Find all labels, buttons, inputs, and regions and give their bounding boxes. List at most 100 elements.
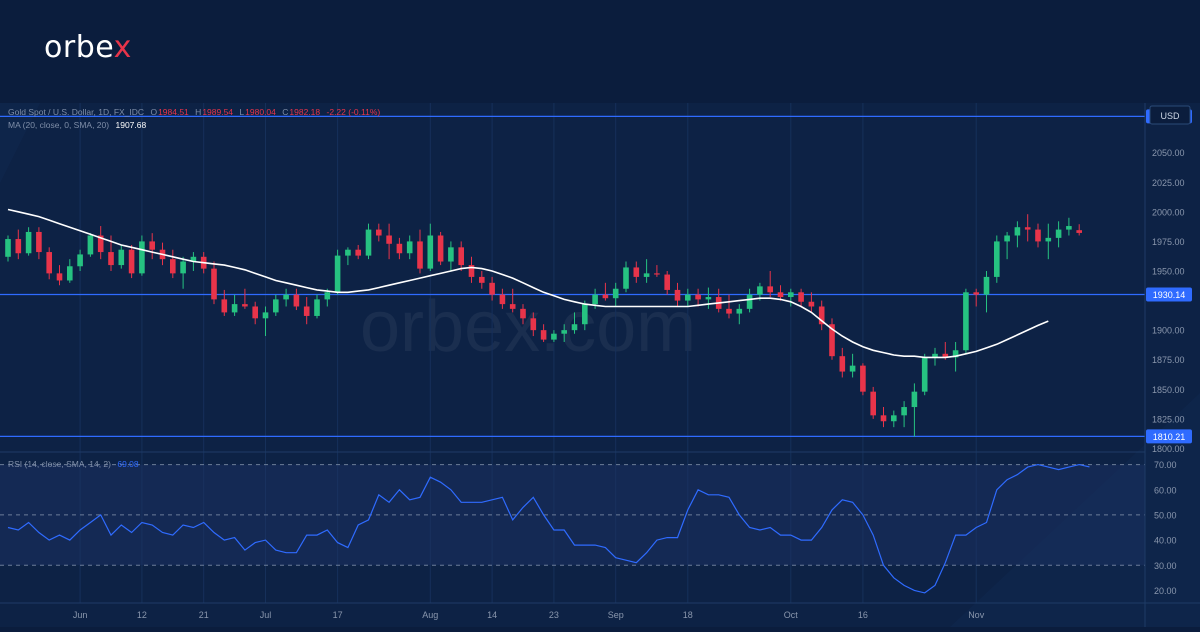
price-axis[interactable]: 2050.00 2025.00 2000.00 1975.00 1950.00 1900.… [1152, 148, 1185, 454]
candle [448, 241, 454, 271]
candle [685, 288, 691, 307]
candle-body [77, 254, 83, 267]
candle [571, 312, 578, 334]
candle-body [643, 273, 650, 277]
candle [921, 353, 928, 396]
candle [180, 256, 186, 289]
symbol-line: Gold Spot / U.S. Dollar, 1D, FX_IDC [8, 107, 144, 117]
candle-body [592, 294, 598, 305]
time-axis[interactable]: Jun 12 21 Jul 17 Aug 14 23 Sep 18 Oct 16 Nov [0, 602, 1200, 620]
candle [561, 324, 567, 342]
candle-body [417, 241, 423, 269]
candle-body [880, 415, 887, 422]
candle-body [994, 241, 1000, 277]
level-price-tag [1146, 287, 1192, 302]
candle-body [602, 294, 609, 299]
candle-body [283, 294, 289, 300]
candle-body [509, 304, 516, 309]
candle [262, 306, 269, 337]
candle-body [818, 306, 825, 325]
candle-body [1045, 237, 1052, 242]
ma-value: 1907.68 [115, 120, 146, 130]
candle-body [685, 294, 691, 301]
candle [788, 288, 794, 307]
candle [56, 265, 63, 286]
candle [973, 288, 979, 307]
candle-body [540, 330, 547, 340]
candle [489, 276, 495, 301]
candle-body [582, 304, 588, 325]
candle-body [355, 249, 361, 256]
candle [1035, 223, 1041, 248]
candle-body [448, 247, 454, 262]
time-tick-label: Aug [422, 610, 438, 620]
candle [643, 259, 650, 283]
candle [283, 288, 289, 307]
candle [1045, 223, 1052, 260]
chart-legend: Gold Spot / U.S. Dollar, 1D, FX_IDC O198… [8, 107, 380, 469]
rsi-label: RSI (14, close, SMA, 14, 2) [8, 459, 111, 469]
candle [406, 235, 413, 260]
candle [252, 301, 258, 325]
candle [1076, 224, 1082, 236]
candle-body [530, 318, 537, 331]
candle-body [108, 252, 114, 266]
candle [829, 318, 835, 360]
candle [479, 270, 485, 289]
candle [891, 410, 897, 428]
candle-body [56, 273, 63, 281]
candle [417, 229, 423, 274]
candle-body [674, 289, 681, 301]
candle-body [623, 267, 629, 289]
currency-box[interactable] [1149, 105, 1191, 125]
open-value: 1984.51 [158, 107, 189, 117]
candle-body [612, 288, 619, 299]
candle [468, 256, 475, 283]
time-tick-label: 17 [333, 610, 343, 620]
candle-body [777, 292, 784, 298]
rsi-tick-label: 20.00 [1154, 586, 1177, 596]
rsi-value: 69.08 [117, 459, 139, 469]
candle [849, 353, 856, 378]
candle-body [1035, 229, 1041, 242]
candle [767, 270, 773, 298]
candle-body [97, 235, 104, 253]
candle [798, 288, 804, 307]
rsi-tick-label: 30.00 [1154, 561, 1177, 571]
candle [36, 227, 42, 260]
candlestick-series [5, 214, 1082, 437]
candle [376, 223, 382, 242]
candle [242, 288, 248, 309]
rsi-line [7, 463, 1090, 594]
candle [901, 401, 907, 428]
price-tick-label: 1900.00 [1152, 326, 1185, 336]
rsi-pane [0, 463, 1145, 594]
change-value: -2.22 (-0.11%) [327, 107, 381, 117]
candle [674, 282, 681, 307]
candle [365, 223, 372, 260]
candle-body [190, 256, 197, 262]
low-value: 1980.04 [245, 107, 276, 117]
candle-body [242, 304, 248, 307]
time-tick-label: Oct [784, 610, 799, 620]
candle-body [767, 286, 773, 293]
time-tick-label: 16 [858, 610, 868, 620]
candle-body [633, 267, 640, 277]
candle [777, 285, 784, 301]
candle-body [273, 299, 279, 313]
chart-background [0, 103, 1200, 627]
candle [25, 227, 32, 256]
candle [499, 288, 506, 309]
candle [818, 300, 825, 331]
candle [128, 244, 135, 279]
candle [870, 386, 876, 419]
candle-body [170, 259, 176, 274]
candle [623, 261, 629, 293]
high-value: 1989.54 [202, 107, 233, 117]
candle-body [499, 294, 506, 305]
candle [396, 237, 403, 260]
candle-body [303, 306, 310, 316]
candle [911, 383, 918, 437]
